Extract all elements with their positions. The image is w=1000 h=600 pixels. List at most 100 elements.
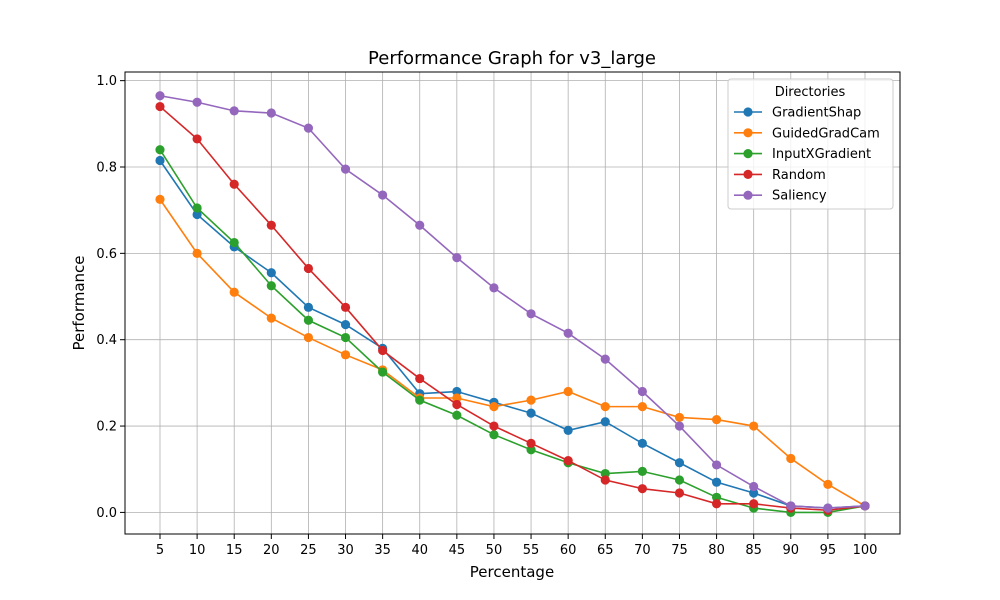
data-point	[155, 194, 165, 204]
x-axis-ticks: 5 10 15 20 25 30 35 40 45 50 55 60 65 70 75 80 85 90 95 100	[156, 534, 877, 558]
x-tick-label: 10	[189, 543, 206, 558]
data-point	[637, 386, 647, 397]
data-point	[600, 475, 610, 485]
data-point	[340, 164, 351, 174]
legend-swatch-marker	[743, 169, 753, 179]
data-point	[563, 386, 573, 397]
grid-lines	[125, 72, 900, 534]
data-point	[155, 155, 165, 166]
legend-item-saliency: Saliency	[734, 189, 827, 204]
legend-box	[727, 78, 894, 210]
x-tick-label: 90	[783, 543, 800, 558]
data-point	[452, 253, 462, 263]
data-point	[600, 417, 610, 427]
data-point	[266, 268, 276, 278]
x-tick-label: 75	[671, 543, 688, 558]
data-point	[415, 373, 425, 384]
data-point	[489, 421, 499, 431]
data-point	[340, 302, 351, 312]
data-point	[526, 395, 536, 405]
data-point	[637, 438, 647, 448]
series-line	[159, 198, 866, 507]
y-tick-label: 0.4	[96, 333, 117, 348]
legend-label: InputXGradient	[772, 147, 871, 162]
data-point	[823, 503, 833, 513]
data-point	[303, 315, 314, 325]
data-point	[303, 332, 314, 343]
data-point	[340, 319, 351, 330]
legend-item-guidedgradcam: GuidedGradCam	[734, 126, 880, 141]
data-point	[711, 414, 722, 425]
x-tick-label: 50	[486, 543, 503, 558]
data-point	[563, 455, 573, 466]
legend-swatch-marker	[743, 149, 753, 159]
data-point	[526, 445, 536, 455]
legend-swatch-marker	[743, 107, 753, 117]
data-point	[452, 410, 462, 420]
data-point	[489, 402, 499, 412]
data-point	[749, 499, 759, 509]
series-line	[159, 94, 866, 509]
data-point	[563, 425, 573, 435]
x-tick-label: 60	[560, 543, 577, 558]
y-tick-label: 1.0	[96, 74, 117, 89]
plot-frame	[124, 71, 901, 535]
data-point	[786, 453, 796, 464]
data-point	[266, 313, 276, 323]
data-point	[378, 367, 388, 377]
y-tick-label: 0.0	[96, 506, 117, 521]
data-point	[415, 395, 425, 405]
legend-item-gradientshap: GradientShap	[734, 106, 861, 121]
data-point	[526, 408, 536, 418]
data-point	[452, 393, 462, 403]
data-point	[674, 421, 685, 431]
x-axis-label: Percentage	[470, 563, 554, 581]
data-point	[192, 248, 202, 258]
x-tick-label: 20	[263, 543, 280, 558]
data-point	[303, 302, 314, 312]
x-tick-label: 15	[226, 543, 243, 558]
data-point	[340, 332, 351, 343]
data-point	[674, 488, 685, 498]
x-tick-label: 25	[300, 543, 317, 558]
chart-title: Performance Graph for v3_large	[368, 48, 656, 69]
data-point	[637, 484, 647, 494]
data-point	[749, 488, 759, 498]
data-point	[749, 421, 759, 431]
data-point	[266, 108, 276, 118]
data-point	[637, 402, 647, 412]
series-guidedgradcam	[155, 194, 870, 511]
x-tick-label: 80	[708, 543, 725, 558]
series-layer	[155, 91, 870, 518]
data-point	[674, 412, 685, 423]
data-point	[340, 350, 351, 360]
x-tick-label: 95	[820, 543, 837, 558]
data-point	[229, 179, 239, 189]
data-point	[192, 209, 202, 220]
y-tick-label: 0.8	[96, 160, 117, 175]
data-point	[786, 501, 796, 511]
data-point	[637, 466, 647, 476]
data-point	[526, 309, 536, 319]
x-tick-label: 65	[597, 543, 614, 558]
data-point	[155, 145, 165, 155]
data-point	[600, 354, 610, 364]
data-point	[452, 386, 462, 397]
x-tick-label: 35	[374, 543, 391, 558]
x-tick-label: 30	[337, 543, 354, 558]
data-point	[229, 287, 239, 297]
data-point	[192, 134, 202, 144]
data-point	[563, 328, 573, 338]
legend-title: Directories	[775, 85, 846, 100]
x-tick-label: 45	[449, 543, 466, 558]
y-tick-label: 0.6	[96, 247, 117, 262]
data-point	[303, 123, 314, 133]
data-point	[378, 345, 388, 356]
data-point	[711, 477, 722, 487]
legend-swatch-marker	[743, 128, 753, 138]
y-tick-label: 0.2	[96, 420, 117, 435]
data-point	[674, 458, 685, 468]
data-point	[860, 501, 870, 511]
data-point	[229, 237, 239, 248]
